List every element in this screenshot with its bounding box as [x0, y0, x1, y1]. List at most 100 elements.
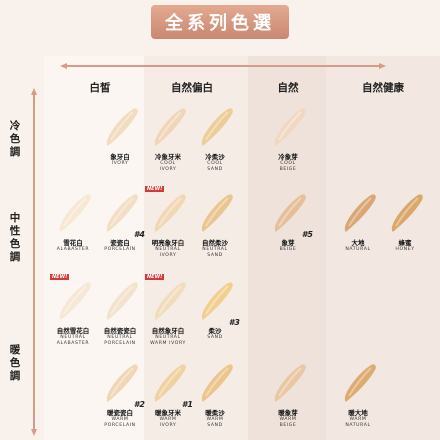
- swatch-stroke-icon: [192, 104, 238, 150]
- shade-card[interactable]: NEW! 明亮象牙白 NEUTRAL IVORY: [140, 186, 196, 259]
- horizontal-arrow: [60, 63, 386, 69]
- swatch-stroke-icon: #2: [97, 360, 145, 409]
- column-header-natural-healthy: 自然健康: [362, 82, 404, 94]
- stripe-natural: [248, 56, 326, 440]
- shade-card[interactable]: 雪花白 ALABASTER: [45, 190, 101, 253]
- shade-number-badge: #1: [181, 400, 193, 409]
- shade-name: 自然雪花白: [56, 327, 90, 335]
- shade-card[interactable]: #3 柔沙 SAND: [187, 278, 243, 341]
- shade-name: 冷象芽: [278, 153, 298, 161]
- shade-card[interactable]: 大地 NATURAL: [330, 190, 386, 253]
- shade-english-name: WARM IVORY: [159, 417, 177, 428]
- shade-name: 自然象牙白: [151, 327, 185, 335]
- swatch-stroke-icon: [382, 190, 428, 236]
- column-header-natural: 自然: [277, 82, 299, 94]
- swatch-stroke-icon: [97, 104, 143, 150]
- swatch-stroke-icon: [50, 190, 96, 236]
- new-badge: NEW!: [145, 274, 165, 280]
- shade-name: 象牙白: [110, 153, 130, 161]
- shade-english-name: NEUTRAL WARM IVORY: [150, 335, 186, 346]
- shade-english-name: NEUTRAL ALABASTER: [56, 335, 90, 346]
- shade-card[interactable]: 自然瓷瓷白 NEUTRAL PORCELAIN: [92, 278, 148, 347]
- shade-card[interactable]: #1 暖象牙米 WARM IVORY: [140, 360, 196, 429]
- shade-name: 暖柔沙: [205, 409, 225, 417]
- shade-english-name: BEIGE: [279, 247, 297, 252]
- shade-english-name: COOL IVORY: [159, 161, 177, 172]
- column-header-natural-fair: 自然偏白: [171, 82, 213, 94]
- shade-english-name: COOL BEIGE: [279, 161, 297, 172]
- shade-card[interactable]: 暖柔沙 WARM SAND: [187, 360, 243, 429]
- shade-name: 暖大地: [348, 409, 368, 417]
- shade-card[interactable]: 自然柔沙 NEUTRAL SAND: [187, 190, 243, 259]
- shade-english-name: WARM NATURAL: [345, 417, 371, 428]
- shade-english-name: NEUTRAL IVORY: [155, 247, 181, 258]
- swatch-stroke-icon: [335, 360, 381, 406]
- shade-name: 瓷瓷白: [110, 239, 130, 247]
- shade-number-badge: #3: [228, 318, 240, 327]
- shade-english-name: COOL SAND: [207, 161, 223, 172]
- shade-english-name: NEUTRAL SAND: [202, 247, 228, 258]
- new-badge: NEW!: [50, 274, 70, 280]
- column-header-white: 白皙: [89, 82, 111, 94]
- shade-number-badge: #2: [133, 400, 145, 409]
- shade-name: 冷象牙米: [155, 153, 181, 161]
- shade-name: 明亮象牙白: [151, 239, 185, 247]
- row-header-neutral: 中性色調: [9, 212, 21, 263]
- swatch-stroke-icon: #1: [145, 360, 193, 409]
- shade-name: 暖象牙米: [155, 409, 181, 417]
- shade-name: 象芽: [281, 239, 295, 247]
- shade-card[interactable]: #2 暖瓷瓷白 WARM PORCELAIN: [92, 360, 148, 429]
- shade-card[interactable]: 暖象芽 WARM BEIGE: [260, 360, 316, 429]
- shade-card[interactable]: 冷象芽 COOL BEIGE: [260, 104, 316, 173]
- shade-name: 雪花白: [63, 239, 83, 247]
- shade-card[interactable]: 冷象牙米 COOL IVORY: [140, 104, 196, 173]
- shade-card[interactable]: #4 瓷瓷白 PORCELAIN: [92, 190, 148, 253]
- shade-card[interactable]: NEW! 自然雪花白 NEUTRAL ALABASTER: [45, 274, 101, 347]
- swatch-stroke-icon: [192, 360, 238, 406]
- stripe-natural-healthy: [326, 56, 440, 440]
- shade-english-name: NATURAL: [345, 247, 371, 252]
- shade-number-badge: #4: [133, 230, 145, 239]
- shade-card[interactable]: 蜂蜜 HONEY: [377, 190, 433, 253]
- vertical-arrow: [31, 88, 37, 436]
- swatch-stroke-icon: [145, 104, 191, 150]
- shade-english-name: IVORY: [111, 161, 129, 166]
- swatch-stroke-icon: NEW!: [145, 274, 191, 324]
- swatch-stroke-icon: [335, 190, 381, 236]
- swatch-stroke-icon: NEW!: [50, 274, 96, 324]
- shade-number-badge: #5: [301, 230, 313, 239]
- stripe-natural-fair: [144, 56, 248, 440]
- shade-english-name: NEUTRAL PORCELAIN: [104, 335, 136, 346]
- shade-name: 大地: [351, 239, 365, 247]
- shade-name: 暖象芽: [278, 409, 298, 417]
- new-badge: NEW!: [145, 186, 165, 192]
- shade-english-name: PORCELAIN: [104, 247, 136, 252]
- swatch-stroke-icon: #5: [265, 190, 313, 239]
- title-bar: 全系列色選: [0, 0, 440, 44]
- shade-card[interactable]: #5 象芽 BEIGE: [260, 190, 316, 253]
- shade-name: 自然柔沙: [202, 239, 228, 247]
- shade-english-name: WARM BEIGE: [279, 417, 297, 428]
- swatch-stroke-icon: NEW!: [145, 186, 191, 236]
- shade-name: 蜂蜜: [398, 239, 412, 247]
- shade-name: 柔沙: [208, 327, 222, 335]
- shade-english-name: ALABASTER: [56, 247, 90, 252]
- swatch-stroke-icon: #4: [97, 190, 145, 239]
- shade-name: 暖瓷瓷白: [107, 409, 133, 417]
- row-header-cool: 冷色調: [9, 120, 21, 158]
- row-header-warm: 暖色調: [9, 344, 21, 382]
- shade-name: 冷柔沙: [205, 153, 225, 161]
- swatch-stroke-icon: [265, 360, 311, 406]
- shade-english-name: SAND: [207, 335, 223, 340]
- shade-name: 自然瓷瓷白: [103, 327, 137, 335]
- swatch-stroke-icon: [265, 104, 311, 150]
- shade-card[interactable]: 冷柔沙 COOL SAND: [187, 104, 243, 173]
- swatch-stroke-icon: [97, 278, 143, 324]
- shade-card[interactable]: NEW! 自然象牙白 NEUTRAL WARM IVORY: [140, 274, 196, 347]
- shade-card[interactable]: 象牙白 IVORY: [92, 104, 148, 167]
- page-title: 全系列色選: [151, 5, 289, 39]
- shade-card[interactable]: 暖大地 WARM NATURAL: [330, 360, 386, 429]
- shade-english-name: HONEY: [395, 247, 415, 252]
- shade-english-name: WARM SAND: [206, 417, 224, 428]
- swatch-stroke-icon: #3: [192, 278, 240, 327]
